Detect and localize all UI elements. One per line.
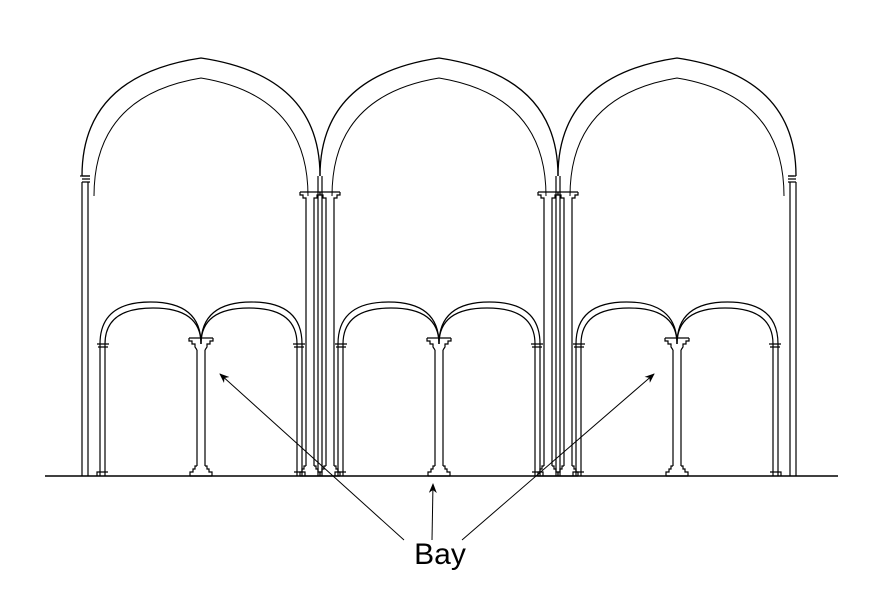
annotation-arrow-1 (220, 374, 404, 540)
bay-label: Bay (414, 538, 466, 571)
annotation-arrow-2 (432, 484, 433, 540)
bay-diagram: Bay (0, 0, 879, 599)
annotation-arrow-3 (462, 374, 654, 540)
